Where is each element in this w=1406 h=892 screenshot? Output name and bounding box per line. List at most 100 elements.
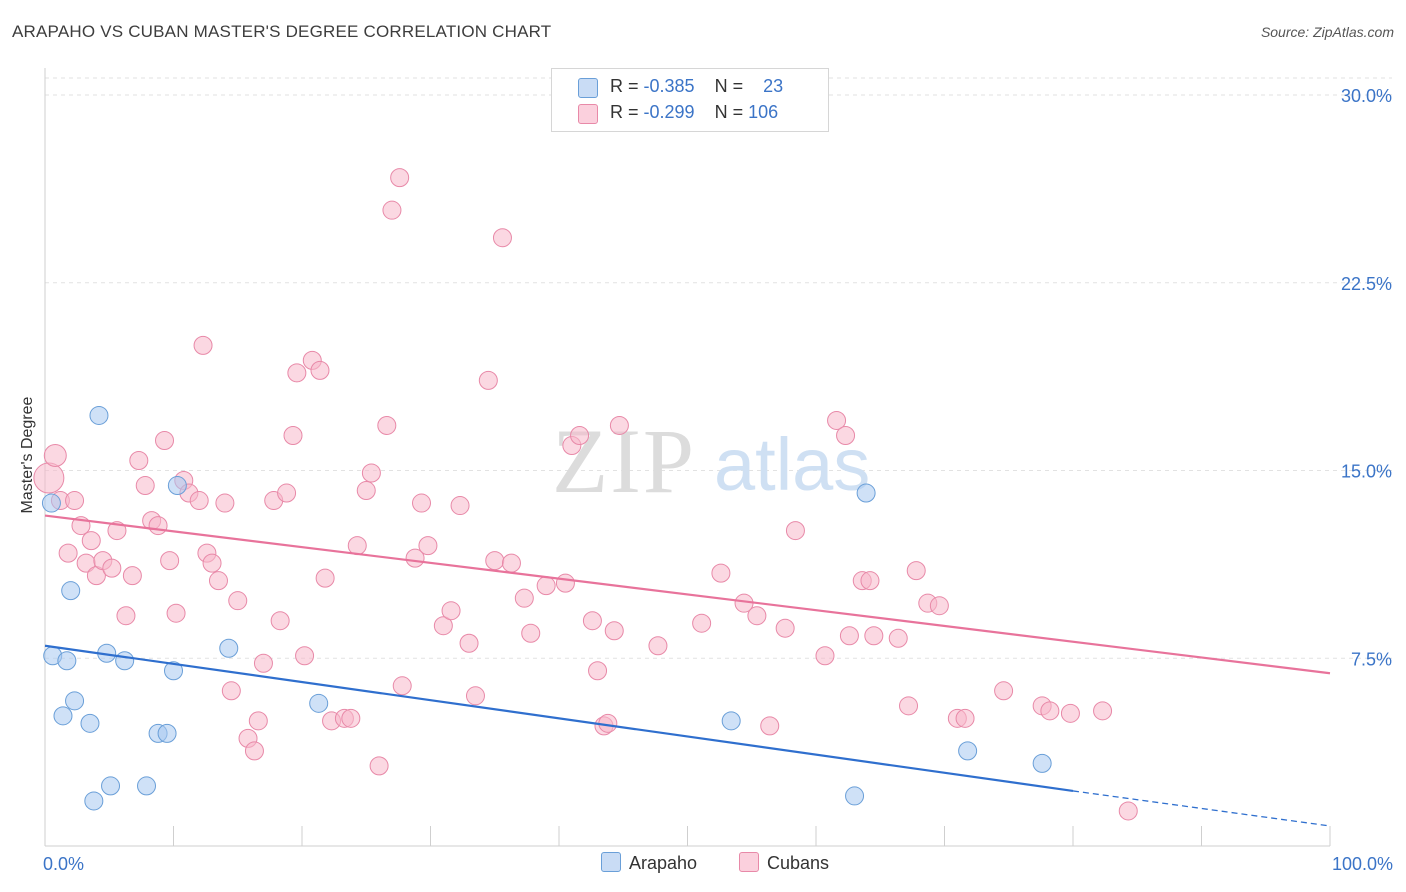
cubans-point xyxy=(450,496,470,516)
cubans-point xyxy=(760,716,780,736)
arapaho-point xyxy=(164,661,183,681)
cubans-point xyxy=(711,563,731,583)
cubans-point xyxy=(155,430,175,450)
cubans-point xyxy=(588,661,608,681)
cubans-point xyxy=(648,636,668,656)
cubans-point xyxy=(747,606,767,626)
arapaho-point xyxy=(84,791,104,811)
cubans-point xyxy=(347,536,367,556)
cubans-point xyxy=(221,681,241,701)
cubans-point xyxy=(129,451,149,471)
correlation-legend: R = -0.385 N = 23 R = -0.299 N = 106 xyxy=(551,68,829,132)
arapaho-point xyxy=(41,493,61,513)
cubans-point xyxy=(864,626,884,646)
arapaho-point xyxy=(53,706,73,726)
legend-n-value: 23 xyxy=(763,76,784,96)
arapaho-point xyxy=(89,405,109,425)
arapaho-point xyxy=(137,776,157,796)
cubans-point xyxy=(827,410,847,430)
arapaho-point xyxy=(157,723,177,743)
legend-r-value: -0.385 xyxy=(643,76,695,96)
bottom-legend-label-cubans: Cubans xyxy=(767,853,830,873)
legend-text-cubans: R = -0.299 N = 106 xyxy=(610,102,778,123)
cubans-point xyxy=(382,200,402,220)
cubans-point xyxy=(116,606,136,626)
cubans-point xyxy=(465,686,485,706)
bottom-legend-cubans: Cubans xyxy=(739,852,829,874)
cubans-point xyxy=(521,623,541,643)
y-axis-label: Master's Degree xyxy=(19,396,36,514)
y-tick-label: 22.5% xyxy=(1341,274,1392,294)
arapaho-point xyxy=(721,711,741,731)
cubans-point xyxy=(501,553,521,573)
bottom-legend-swatch-cubans xyxy=(739,852,759,872)
cubans-point xyxy=(287,363,307,383)
cubans-point xyxy=(390,168,410,188)
legend-r-label: R = xyxy=(610,102,639,122)
tick-labels: 7.5% 15.0% 22.5% 30.0% 0.0% 100.0% xyxy=(43,86,1393,874)
cubans-point xyxy=(377,415,397,435)
legend-text-arapaho: R = -0.385 N = 23 xyxy=(610,76,783,97)
cubans-point xyxy=(166,603,186,623)
cubans-point xyxy=(102,558,122,578)
arapaho-point xyxy=(80,713,100,733)
cubans-point xyxy=(341,708,361,728)
arapaho-points xyxy=(41,405,1052,811)
cubans-point xyxy=(135,476,155,496)
arapaho-point xyxy=(856,483,876,503)
cubans-point xyxy=(775,618,795,638)
arapaho-point xyxy=(101,776,121,796)
x-tick-label-right: 100.0% xyxy=(1332,854,1393,874)
cubans-point xyxy=(392,676,412,696)
cubans-point xyxy=(228,591,248,611)
cubans-point xyxy=(433,616,453,636)
cubans-point xyxy=(248,711,268,731)
arapaho-trend-extension xyxy=(1072,790,1331,827)
cubans-point xyxy=(860,571,880,591)
cubans-point xyxy=(356,481,376,501)
arapaho-point xyxy=(61,581,81,601)
cubans-point xyxy=(244,741,264,761)
arapaho-point xyxy=(65,691,85,711)
cubans-point xyxy=(929,596,949,616)
cubans-point xyxy=(1093,701,1113,721)
cubans-point xyxy=(478,370,498,390)
cubans-point xyxy=(122,566,142,586)
arapaho-point xyxy=(57,651,77,671)
cubans-point xyxy=(208,571,228,591)
cubans-point xyxy=(412,493,432,513)
arapaho-point xyxy=(958,741,978,761)
arapaho-point xyxy=(167,476,187,496)
cubans-point xyxy=(899,696,919,716)
y-tick-label: 7.5% xyxy=(1351,649,1392,669)
cubans-point xyxy=(514,588,534,608)
cubans-point xyxy=(277,483,297,503)
cubans-point xyxy=(441,601,461,621)
cubans-point xyxy=(43,443,67,467)
cubans-point xyxy=(81,531,101,551)
cubans-point xyxy=(160,551,180,571)
legend-n-label: N = xyxy=(714,76,744,96)
cubans-point xyxy=(189,491,209,511)
arapaho-point xyxy=(845,786,865,806)
cubans-point xyxy=(202,553,222,573)
cubans-point xyxy=(994,681,1014,701)
trend-lines xyxy=(44,514,1331,827)
cubans-point xyxy=(888,628,908,648)
cubans-point xyxy=(33,462,65,494)
cubans-point xyxy=(148,516,168,536)
cubans-point xyxy=(310,360,330,380)
legend-r-value: -0.299 xyxy=(643,102,695,122)
cubans-point xyxy=(570,425,590,445)
arapaho-point xyxy=(115,651,135,671)
cubans-point xyxy=(315,568,335,588)
cubans-point xyxy=(492,228,512,248)
cubans-point xyxy=(906,561,926,581)
y-tick-label: 30.0% xyxy=(1341,86,1392,106)
y-tick-label: 15.0% xyxy=(1341,462,1392,482)
legend-swatch-arapaho xyxy=(578,78,598,98)
legend-r-label: R = xyxy=(610,76,639,96)
x-tick-label-left: 0.0% xyxy=(43,854,84,874)
legend-row-cubans: R = -0.299 N = 106 xyxy=(552,101,828,127)
